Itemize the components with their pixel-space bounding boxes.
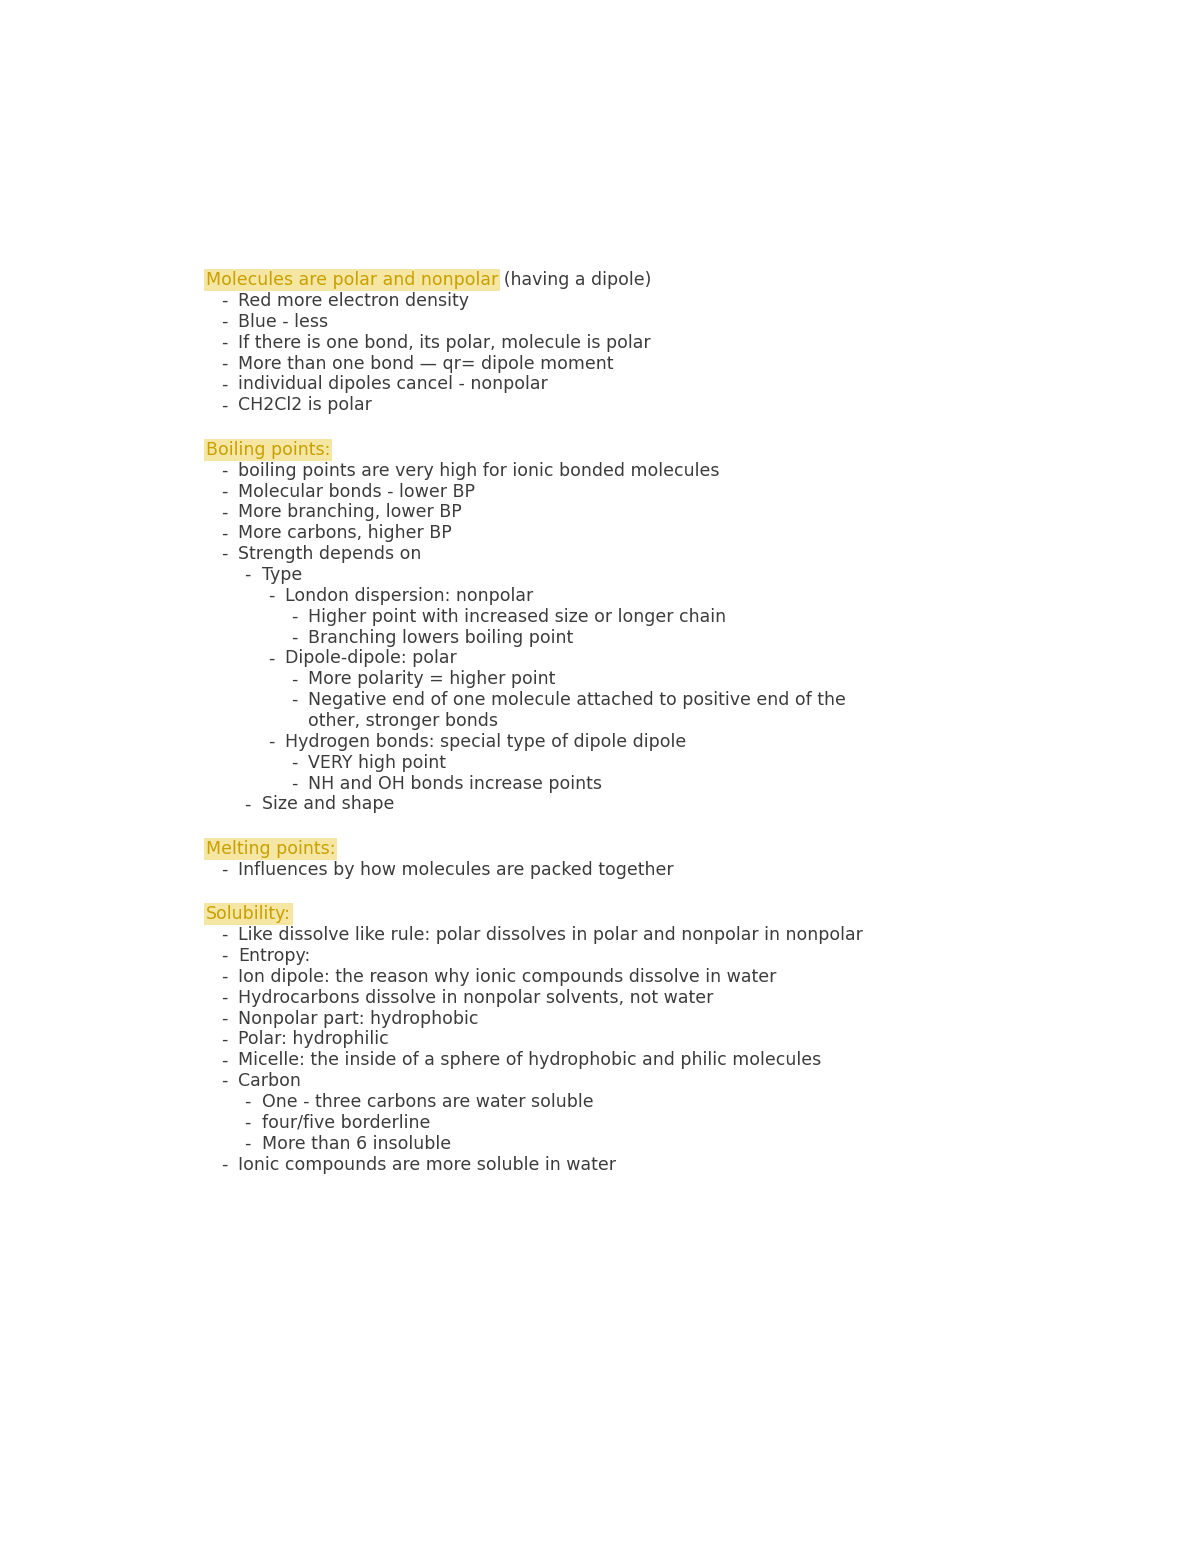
Text: -: - [221, 1051, 228, 1070]
Text: More branching, lower BP: More branching, lower BP [239, 503, 462, 522]
Text: Molecules are polar and nonpolar (having a dipole): Molecules are polar and nonpolar (having… [206, 272, 652, 289]
Text: -: - [245, 795, 251, 814]
Text: Ion dipole: the reason why ionic compounds dissolve in water: Ion dipole: the reason why ionic compoun… [239, 968, 776, 986]
Text: Ionic compounds are more soluble in water: Ionic compounds are more soluble in wate… [239, 1155, 617, 1174]
Text: Red more electron density: Red more electron density [239, 292, 469, 311]
Text: -: - [221, 989, 228, 1006]
Text: If there is one bond, its polar, molecule is polar: If there is one bond, its polar, molecul… [239, 334, 650, 353]
Text: Solubility:: Solubility: [206, 905, 290, 922]
Text: Nonpolar part: hydrophobic: Nonpolar part: hydrophobic [239, 1009, 479, 1028]
Text: -: - [221, 947, 228, 964]
Text: -: - [292, 691, 298, 710]
Text: -: - [221, 376, 228, 393]
Text: CH2Cl2 is polar: CH2Cl2 is polar [239, 396, 372, 415]
Text: four/five borderline: four/five borderline [262, 1114, 430, 1132]
Text: More than 6 insoluble: More than 6 insoluble [262, 1135, 451, 1152]
Text: -: - [292, 671, 298, 688]
Text: Strength depends on: Strength depends on [239, 545, 421, 564]
Text: Negative end of one molecule attached to positive end of the: Negative end of one molecule attached to… [308, 691, 846, 710]
Text: Influences by how molecules are packed together: Influences by how molecules are packed t… [239, 860, 674, 879]
Text: More than one bond — qr= dipole moment: More than one bond — qr= dipole moment [239, 354, 614, 373]
Text: -: - [221, 1155, 228, 1174]
Text: -: - [221, 503, 228, 522]
Text: -: - [221, 396, 228, 415]
Text: London dispersion: nonpolar: London dispersion: nonpolar [284, 587, 533, 604]
Text: -: - [292, 753, 298, 772]
Text: Branching lowers boiling point: Branching lowers boiling point [308, 629, 574, 646]
Text: Molecular bonds - lower BP: Molecular bonds - lower BP [239, 483, 475, 500]
Text: Molecules are polar and nonpolar: Molecules are polar and nonpolar [206, 272, 498, 289]
Text: -: - [292, 775, 298, 792]
Text: Higher point with increased size or longer chain: Higher point with increased size or long… [308, 607, 726, 626]
Text: other, stronger bonds: other, stronger bonds [308, 711, 498, 730]
Text: -: - [221, 545, 228, 564]
Text: More carbons, higher BP: More carbons, higher BP [239, 525, 452, 542]
Text: -: - [268, 733, 274, 750]
Text: Melting points:: Melting points: [206, 840, 335, 857]
Text: -: - [245, 1093, 251, 1110]
Text: Blue - less: Blue - less [239, 312, 329, 331]
Text: -: - [268, 649, 274, 668]
Text: NH and OH bonds increase points: NH and OH bonds increase points [308, 775, 602, 792]
Text: -: - [221, 1031, 228, 1048]
Text: More polarity = higher point: More polarity = higher point [308, 671, 556, 688]
Text: individual dipoles cancel - nonpolar: individual dipoles cancel - nonpolar [239, 376, 548, 393]
Text: One - three carbons are water soluble: One - three carbons are water soluble [262, 1093, 593, 1110]
Text: Carbon: Carbon [239, 1072, 301, 1090]
Text: VERY high point: VERY high point [308, 753, 446, 772]
Text: -: - [221, 525, 228, 542]
Text: -: - [245, 1135, 251, 1152]
Text: -: - [292, 607, 298, 626]
Text: -: - [221, 926, 228, 944]
Text: -: - [221, 354, 228, 373]
Text: -: - [221, 312, 228, 331]
Text: Dipole-dipole: polar: Dipole-dipole: polar [284, 649, 457, 668]
Text: Size and shape: Size and shape [262, 795, 394, 814]
Text: -: - [221, 334, 228, 353]
Text: -: - [245, 565, 251, 584]
Text: Polar: hydrophilic: Polar: hydrophilic [239, 1031, 389, 1048]
Text: -: - [221, 483, 228, 500]
Text: Hydrogen bonds: special type of dipole dipole: Hydrogen bonds: special type of dipole d… [284, 733, 686, 750]
Text: -: - [221, 461, 228, 480]
Text: boiling points are very high for ionic bonded molecules: boiling points are very high for ionic b… [239, 461, 720, 480]
Text: -: - [221, 968, 228, 986]
Text: Micelle: the inside of a sphere of hydrophobic and philic molecules: Micelle: the inside of a sphere of hydro… [239, 1051, 822, 1070]
Text: -: - [221, 860, 228, 879]
Text: Like dissolve like rule: polar dissolves in polar and nonpolar in nonpolar: Like dissolve like rule: polar dissolves… [239, 926, 863, 944]
Text: Boiling points:: Boiling points: [206, 441, 330, 458]
Text: -: - [221, 1072, 228, 1090]
Text: -: - [221, 292, 228, 311]
Text: -: - [268, 587, 274, 604]
Text: -: - [292, 629, 298, 646]
Text: Hydrocarbons dissolve in nonpolar solvents, not water: Hydrocarbons dissolve in nonpolar solven… [239, 989, 714, 1006]
Text: -: - [221, 1009, 228, 1028]
Text: -: - [245, 1114, 251, 1132]
Text: Type: Type [262, 565, 302, 584]
Text: Entropy:: Entropy: [239, 947, 311, 964]
